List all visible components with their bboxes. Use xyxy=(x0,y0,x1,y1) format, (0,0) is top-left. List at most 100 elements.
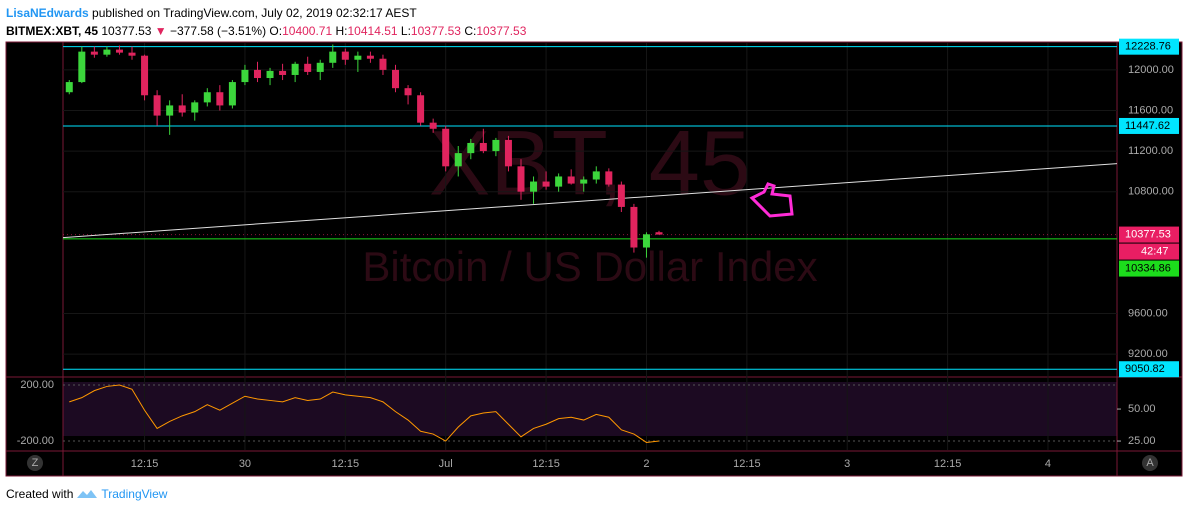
trendline xyxy=(62,163,1118,239)
brand[interactable]: TradingView xyxy=(101,487,168,501)
candle-body xyxy=(316,62,324,72)
candle-body xyxy=(429,122,437,129)
y-tick-label: 200.00 xyxy=(20,379,54,391)
last: 10377.53 xyxy=(101,24,152,38)
plot: 12000.00 11600.00 11200.00 10800.00 9600.00 9… xyxy=(17,38,1179,470)
hand-cursor xyxy=(749,182,794,218)
header-line: BITMEX:XBT, 45 10377.53 ▼ −377.58 (−3.51… xyxy=(6,22,526,40)
x-tick-label: 2 xyxy=(643,458,649,470)
candle-body xyxy=(417,95,425,123)
watermark: XBT, 45 xyxy=(429,112,751,214)
scale-button[interactable] xyxy=(27,455,43,471)
x-tick-label: 12:15 xyxy=(934,458,962,470)
candle-body xyxy=(166,105,174,116)
x-tick-label: 12:15 xyxy=(332,458,360,470)
candle-body xyxy=(479,142,487,152)
price-label-box xyxy=(1119,260,1179,277)
countdown: 42:47 xyxy=(1141,245,1169,257)
price-label: 10377.53 xyxy=(1125,228,1171,240)
candle-body xyxy=(291,63,299,75)
price-label: 12228.76 xyxy=(1125,41,1171,53)
o-label: O: xyxy=(269,24,283,38)
candle-body xyxy=(203,92,211,103)
x-tick-label: Jul xyxy=(439,458,453,470)
header: LisaNEdwards published on TradingView.co… xyxy=(6,4,526,40)
y-tick-label: 11200.00 xyxy=(1128,145,1173,157)
candle-body xyxy=(366,55,374,59)
candle-body xyxy=(379,58,387,70)
y-tick-label: 12000.00 xyxy=(1128,64,1174,76)
candle-body xyxy=(605,171,613,185)
price-label-box xyxy=(1119,226,1179,243)
x-tick-label: 12:15 xyxy=(532,458,560,470)
candle-body xyxy=(141,55,149,96)
candle-body xyxy=(115,49,123,53)
candle-body xyxy=(78,51,86,83)
candle-body xyxy=(404,88,412,96)
created-with: Created with xyxy=(6,487,74,501)
candle-body xyxy=(65,82,73,93)
price-label-box xyxy=(1119,117,1179,134)
price-label: 10334.86 xyxy=(1125,262,1171,274)
y-tick-label: 9200.00 xyxy=(1128,348,1168,360)
y-tick-label: -200.00 xyxy=(17,435,54,447)
symbol: BITMEX:XBT, 45 xyxy=(6,24,99,38)
header-line: LisaNEdwards published on TradingView.co… xyxy=(6,4,526,22)
candle-body xyxy=(341,51,349,60)
chart: XBT, 45 Bitcoin / US Dollar Index 12000.… xyxy=(5,38,1183,477)
price-label-box xyxy=(1119,38,1179,55)
scale-button[interactable] xyxy=(1142,455,1158,471)
candle-body xyxy=(191,102,199,113)
h-label: H: xyxy=(335,24,348,38)
candle-body xyxy=(329,51,337,63)
scale-button-label[interactable]: Z xyxy=(32,457,39,469)
open: 10400.71 xyxy=(282,24,333,38)
y-tick-label: 10800.00 xyxy=(1128,186,1174,198)
user[interactable]: LisaNEdwards xyxy=(6,6,89,20)
indicator-band xyxy=(63,382,1117,436)
candle-body xyxy=(354,55,362,60)
candle-body xyxy=(128,52,136,56)
candle-body xyxy=(492,139,500,152)
low: 10377.53 xyxy=(410,24,461,38)
candle-body xyxy=(655,232,663,235)
candle-body xyxy=(567,176,575,184)
x-tick-label: 12:15 xyxy=(131,458,159,470)
candle-body xyxy=(266,70,274,79)
candle-body xyxy=(279,70,287,75)
price-label-box xyxy=(1119,361,1179,378)
price-label: 11447.62 xyxy=(1125,120,1170,132)
candle-body xyxy=(90,51,98,55)
x-tick-label: 30 xyxy=(239,458,251,470)
candle-body xyxy=(216,92,224,106)
high: 10414.51 xyxy=(347,24,398,38)
x-tick-label: 3 xyxy=(844,458,850,470)
candle-body xyxy=(530,181,538,192)
candle-body xyxy=(304,63,312,72)
x-tick-label: 4 xyxy=(1045,458,1051,470)
candle-body xyxy=(454,153,462,167)
indicator-line xyxy=(69,384,660,443)
c-label: C: xyxy=(464,24,477,38)
candle-body xyxy=(241,69,249,83)
scale-button-label[interactable]: A xyxy=(1146,457,1154,469)
candle-body xyxy=(630,206,638,248)
watermark-subtitle: Bitcoin / US Dollar Index xyxy=(362,243,817,290)
candle-body xyxy=(517,166,525,192)
footer: Created with TradingView xyxy=(6,487,167,501)
candle-body xyxy=(442,128,450,167)
countdown-box xyxy=(1119,243,1179,260)
candle-body xyxy=(253,69,261,79)
published: published on TradingView.com, July 02, 2… xyxy=(92,6,417,20)
y2-tick-label: 50.00 xyxy=(1128,403,1156,415)
candle-body xyxy=(467,142,475,154)
y-tick-label: 11600.00 xyxy=(1128,104,1173,116)
price-label: 9050.82 xyxy=(1125,363,1165,375)
y2-tick-label: 25.00 xyxy=(1128,435,1156,447)
candle-body xyxy=(617,184,625,207)
candle-body xyxy=(642,234,650,248)
candle-body xyxy=(542,181,550,187)
logo xyxy=(77,490,98,498)
y-tick-label: 9600.00 xyxy=(1128,307,1168,319)
